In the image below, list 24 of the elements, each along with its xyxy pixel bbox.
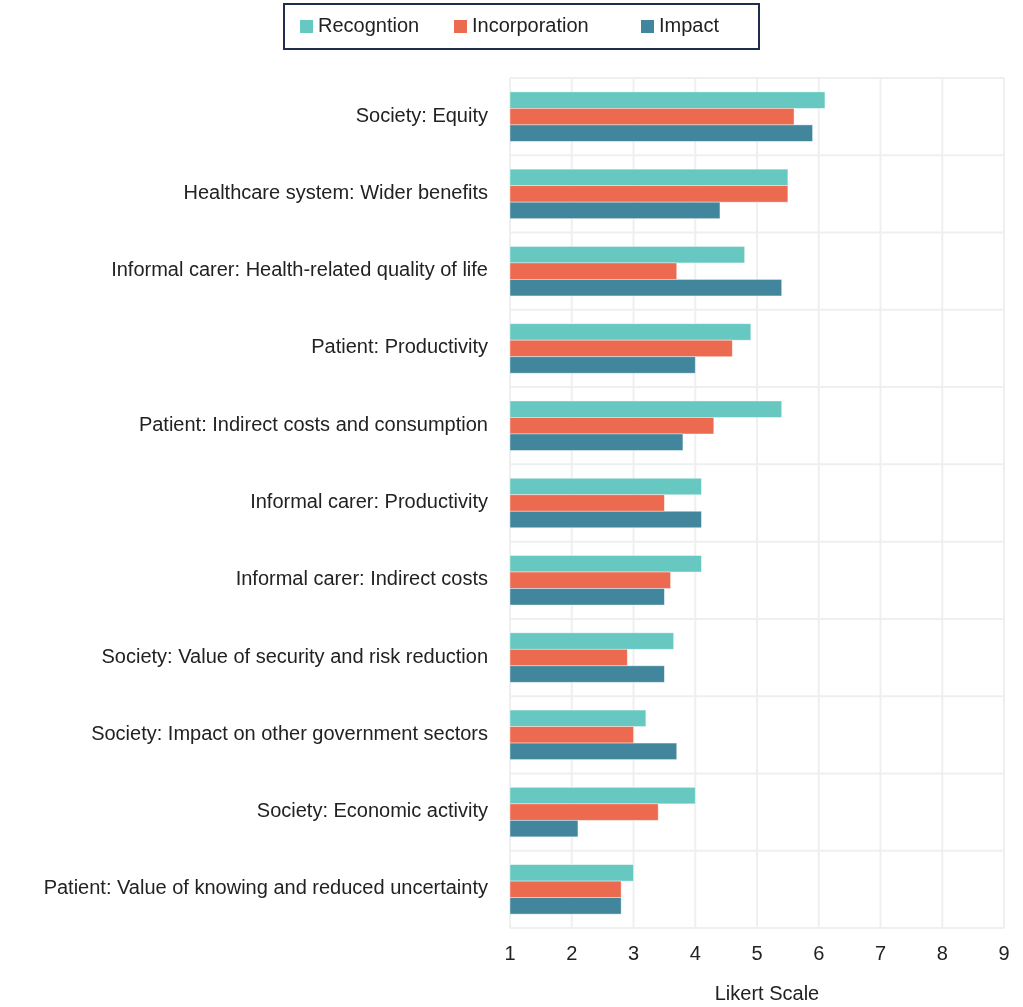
y-tick-label: Society: Value of security and risk reduction [101, 644, 488, 667]
y-tick-label: Society: Equity [355, 103, 488, 126]
y-tick-label: Society: Impact on other government sectors [91, 722, 488, 745]
y-tick-label: Healthcare system: Wider benefits [183, 181, 488, 204]
x-tick-label: 8 [936, 942, 948, 964]
x-tick-label: 4 [689, 942, 701, 964]
legend-label: Incorporation [472, 14, 589, 37]
x-tick-label: 5 [751, 942, 763, 964]
x-tick-label: 7 [874, 942, 887, 964]
y-tick-label: Informal carer: Productivity [250, 490, 488, 513]
legend-label: Recogntion [318, 14, 420, 37]
x-tick-label: 9 [998, 942, 1010, 964]
y-tick-label: Patient: Value of knowing and reduced uncertainty [43, 876, 488, 899]
legend-label: Impact [659, 14, 720, 37]
x-tick-label: 3 [627, 942, 640, 964]
x-tick-label: 2 [566, 942, 578, 964]
x-axis-title: Likert Scale [714, 982, 820, 1004]
y-tick-label: Informal carer: Health-related quality of life [111, 258, 488, 281]
x-tick-label: 6 [813, 942, 825, 964]
y-tick-label: Informal carer: Indirect costs [235, 567, 488, 590]
x-tick-label: 1 [504, 942, 516, 964]
y-tick-label: Society: Economic activity [256, 799, 488, 822]
y-tick-label: Patient: Productivity [311, 335, 488, 358]
y-tick-label: Patient: Indirect costs and consumption [138, 413, 488, 436]
